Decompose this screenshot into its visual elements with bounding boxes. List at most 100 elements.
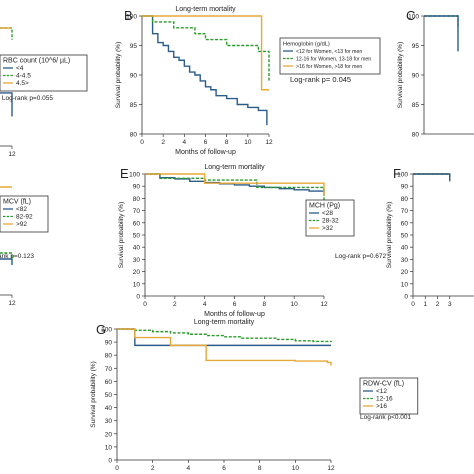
panel-d-legend-title: MCV (fL)	[3, 199, 31, 206]
panel-e-y-tick-label: 30	[133, 257, 141, 264]
panel-e-series-3-line	[145, 173, 325, 195]
panel-a-logrank-annotation: Log-rank p=0.055	[2, 95, 54, 102]
panel-g-y-tick-label: 40	[105, 405, 113, 412]
panel-g-y-tick-label: 70	[105, 366, 113, 373]
panel-c-y-label: Survival probability (%)	[397, 42, 404, 108]
panel-d-legend-box	[0, 195, 49, 233]
panel-g-legend-label: 12-16	[376, 396, 393, 403]
panel-f-series-3-line	[413, 173, 451, 182]
panel-e-legend-label: <28	[322, 210, 333, 217]
panel-e-x-tick-label: 6	[233, 301, 237, 308]
panel-f-x-tick-label: 0	[411, 301, 415, 308]
panel-g-y-tick-label: 10	[105, 444, 113, 451]
panel-g-legend-box	[359, 377, 419, 415]
panel-g-x-tick-label: 0	[115, 465, 119, 472]
panel-b-series-1-line	[142, 15, 268, 126]
panel-b-title: Long-term mortality	[175, 6, 236, 13]
panel-b-legend-label: >16 for Women, >18 for men	[296, 64, 362, 70]
panel-f-y-tick-label: 70	[401, 208, 409, 215]
panel-b-legend-label: 12-16 for Women, 13-18 for men	[296, 57, 371, 63]
panel-c-y-tick-label: 80	[412, 132, 420, 139]
panel-a-legend-label: 4-4.5	[16, 73, 31, 80]
panel-g-title: Long-term mortality	[194, 319, 255, 326]
panel-g-x-tick-label: 10	[292, 465, 300, 472]
panel-e-legend-label: >32	[322, 225, 333, 232]
panel-c-y-tick-label: 85	[412, 102, 420, 109]
panel-f-y-tick-label: 90	[401, 184, 409, 191]
panel-e-series-2-line	[145, 173, 325, 201]
panel-b-x-tick-label: 12	[265, 139, 273, 146]
panel-g-y-tick-label: 90	[105, 340, 113, 347]
panel-c-series-1-line	[424, 15, 459, 28]
panel-b-y-tick-label: 95	[130, 43, 138, 50]
panel-e-y-tick-label: 70	[133, 208, 141, 215]
panel-g-y-tick-label: 30	[105, 418, 113, 425]
panel-e-letter: E	[120, 166, 129, 181]
panel-e-x-tick-label: 4	[203, 301, 207, 308]
panel-g-y-tick-label: 60	[105, 379, 113, 386]
panel-f-x-tick-label: 2	[436, 301, 440, 308]
panel-f-y-tick-label: 100	[397, 172, 408, 179]
panel-g-y-label: Survival probability (%)	[90, 361, 97, 427]
panel-b-legend-label: <12 for Women, <13 for men	[296, 49, 362, 55]
panel-f-y-tick-label: 0	[404, 294, 408, 301]
panel-b-series-3-line	[142, 15, 269, 91]
panel-b-letter: B	[124, 8, 133, 23]
panel-g-series-3-line	[117, 328, 332, 366]
panel-b-x-tick-label: 10	[244, 139, 252, 146]
panel-g-x-tick-label: 2	[151, 465, 155, 472]
panel-e-title: Long-term mortality	[204, 164, 265, 171]
panel-e-x-tick-label: 12	[320, 301, 328, 308]
panel-d-series-2-line	[0, 252, 13, 259]
panel-e-logrank-annotation: Log-rank p=0.672	[335, 253, 387, 260]
panel-g-legend-label: >16	[376, 403, 387, 410]
panel-f-y-tick-label: 20	[401, 269, 409, 276]
panel-e-legend-title: MCH (Pg)	[309, 203, 340, 210]
panel-b-y-tick-label: 90	[130, 73, 138, 80]
panel-g-x-tick-label: 8	[258, 465, 262, 472]
panel-e-y-tick-label: 10	[133, 281, 141, 288]
panel-b-x-tick-label: 0	[140, 139, 144, 146]
panel-d-legend-label: 82-92	[16, 214, 33, 221]
panel-b-x-tick-label: 8	[225, 139, 229, 146]
panel-b-series-2-line	[142, 15, 270, 81]
panel-b-x-label: Months of follow-up	[175, 149, 236, 156]
panel-b-logrank-annotation: Log-rank p= 0.045	[290, 75, 351, 84]
panel-b-x-tick-label: 4	[183, 139, 187, 146]
panel-e-y-label: Survival probability (%)	[118, 202, 125, 268]
panel-a-legend-box	[0, 54, 88, 92]
panel-d-series-1-line	[0, 258, 13, 265]
panel-g-legend-title: RDW-CV (fL)	[363, 381, 404, 388]
panel-e-y-tick-label: 100	[129, 172, 140, 179]
panel-f-y-tick-label: 50	[401, 233, 409, 240]
panel-f-y-tick-label: 60	[401, 220, 409, 227]
panel-e-x-tick-label: 10	[291, 301, 299, 308]
panel-a-x-tick-label: 12	[8, 151, 16, 158]
panel-c-letter: C	[406, 8, 415, 23]
panel-a-legend-label: 4.5>	[16, 80, 29, 87]
panel-e-y-tick-label: 20	[133, 269, 141, 276]
panel-f-x-tick-label: 3	[448, 301, 452, 308]
panel-b-y-tick-label: 100	[126, 14, 137, 21]
panel-b-y-tick-label: 80	[130, 132, 138, 139]
panel-b-legend-title: Hemoglobin (g/dL)	[283, 42, 330, 48]
panel-g-logrank-annotation: Log-rank p<0.001	[360, 414, 412, 421]
panel-c-y-tick-label: 90	[412, 73, 420, 80]
panel-f-y-label: Survival probability (%)	[386, 202, 393, 268]
panel-f-x-tick-label: 1	[423, 301, 427, 308]
panel-g-series-2-line	[117, 328, 332, 343]
panel-e-x-label: Months of follow-up	[204, 311, 265, 318]
panel-a-legend-label: <4	[16, 65, 24, 72]
panel-b-legend-box	[279, 37, 381, 75]
panel-c-y-tick-label: 100	[408, 14, 419, 21]
panel-g-y-tick-label: 20	[105, 431, 113, 438]
panel-f-y-tick-label: 10	[401, 281, 409, 288]
panel-g-y-tick-label: 100	[101, 327, 112, 334]
panel-e-x-tick-label: 8	[263, 301, 267, 308]
panel-a-series-1-line	[0, 92, 13, 117]
panel-d-legend-label: <82	[16, 206, 27, 213]
panel-e-y-tick-label: 90	[133, 184, 141, 191]
panel-d-x-tick-label: 12	[8, 300, 16, 307]
panel-e-y-tick-label: 40	[133, 245, 141, 252]
panel-b-x-tick-label: 2	[161, 139, 165, 146]
